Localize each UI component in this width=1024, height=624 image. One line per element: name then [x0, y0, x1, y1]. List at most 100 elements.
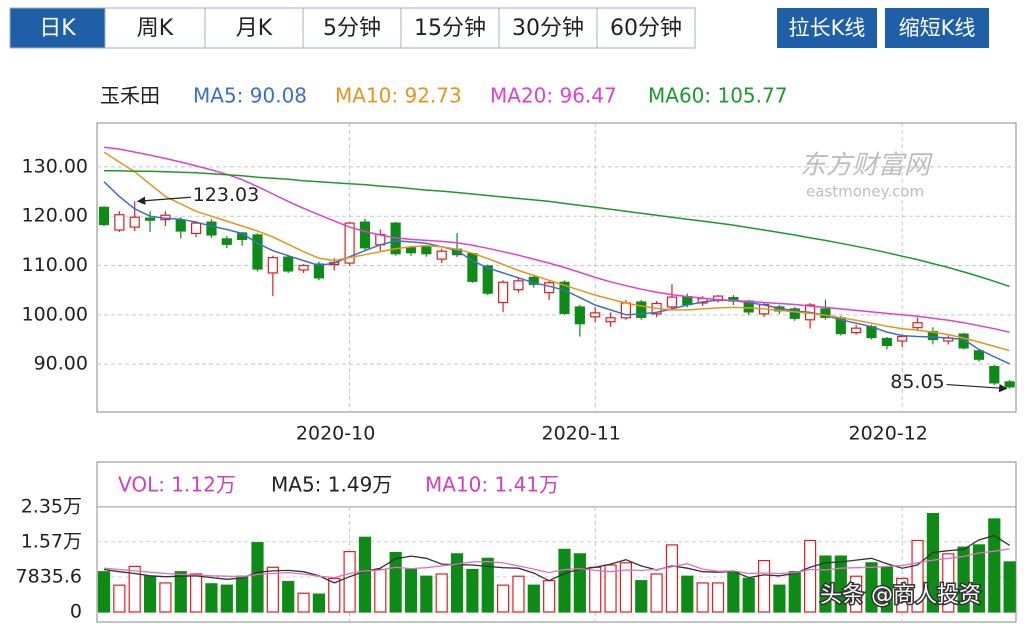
legend-entry: MA10: 92.73: [335, 84, 462, 108]
volume-bar: [1003, 561, 1016, 613]
annotation: 123.03: [193, 184, 259, 206]
volume-bar: [665, 544, 679, 613]
volume-bar: [711, 582, 725, 613]
candle-body: [221, 238, 232, 245]
tab-label: 5分钟: [323, 16, 381, 41]
volume-bar: [942, 553, 955, 613]
tab-label: 60分钟: [610, 16, 682, 41]
x-tick-label: 2020-12: [849, 423, 928, 445]
tab-box: [204, 7, 304, 49]
annotation-arrow: [946, 383, 1008, 393]
x-tick-label: 2020-10: [296, 423, 375, 445]
volume-bar: [865, 562, 878, 613]
y-tick-label: 130.00: [22, 155, 88, 177]
tab-label: 30分钟: [512, 16, 584, 41]
volume-bar: [174, 571, 187, 613]
volume-bar: [896, 577, 909, 613]
zoom-button[interactable]: 拉长K线: [777, 8, 877, 48]
ma-line: [103, 181, 1010, 365]
y-tick-label: 0: [70, 601, 82, 623]
candle-body: [175, 219, 186, 232]
candle-body: [820, 308, 831, 318]
ma-line: [103, 146, 1010, 334]
volume-bar: [236, 575, 249, 613]
ma-line: [103, 151, 1010, 352]
candle-body: [98, 206, 110, 226]
candle-body: [421, 246, 432, 255]
candle-body: [129, 216, 140, 228]
volume-bar: [481, 557, 494, 613]
candle-body: [144, 217, 156, 221]
candle-body: [897, 335, 908, 342]
candle-body: [620, 302, 632, 319]
period-tab[interactable]: 5分钟: [302, 7, 402, 49]
volume-bar: [97, 571, 111, 613]
y-tick-label: 100.00: [22, 303, 88, 325]
candle-body: [313, 263, 324, 279]
price-frame: [96, 122, 1017, 413]
volume-bar: [251, 542, 264, 613]
period-tab[interactable]: 15分钟: [400, 7, 500, 49]
button-label: 拉长K线: [789, 16, 866, 40]
volume-bar: [404, 568, 418, 613]
candle-body: [590, 312, 601, 318]
tab-box: [498, 7, 598, 49]
volume-bar: [803, 539, 817, 613]
button-box: [885, 8, 989, 48]
volume-bar: [681, 575, 694, 613]
period-tab[interactable]: 周K: [104, 7, 206, 49]
period-tab[interactable]: 30分钟: [498, 7, 598, 49]
candle-body: [682, 295, 693, 306]
volume-bar: [757, 559, 771, 613]
candle-body: [789, 308, 800, 319]
volume-bar: [972, 544, 986, 613]
volume-bar: [450, 553, 464, 613]
period-tab[interactable]: 月K: [204, 7, 304, 49]
volume-bar: [742, 577, 755, 613]
candle-body: [666, 296, 678, 308]
candle-body: [344, 222, 355, 264]
zoom-button[interactable]: 缩短K线: [885, 8, 989, 48]
ma-line: [104, 170, 1010, 288]
volume-bar: [374, 568, 387, 613]
annotation-arrow: [136, 196, 191, 205]
volume-bar: [589, 566, 602, 613]
tab-box: [596, 7, 696, 49]
volume-bar: [834, 555, 847, 613]
candle-body: [513, 280, 524, 291]
candle-body: [359, 221, 371, 249]
volume-bar: [558, 548, 571, 613]
volume-bar: [880, 566, 893, 613]
volume-bar: [819, 555, 832, 613]
candle-body: [881, 337, 892, 347]
watermark-logo: 东方财富网: [800, 151, 933, 181]
volume-bar: [619, 562, 633, 613]
volume-ma-line: [103, 548, 1010, 579]
button-label: 缩短K线: [899, 16, 976, 40]
volume-bar: [312, 593, 325, 613]
candle-body: [252, 234, 263, 270]
candle-body: [851, 327, 862, 334]
volume-bar: [220, 584, 233, 613]
candle-body: [482, 265, 493, 294]
candle-body: [498, 281, 509, 304]
candle-body: [605, 317, 616, 323]
candle-body: [574, 306, 585, 325]
period-tab[interactable]: 日K: [9, 7, 106, 49]
volume-bar: [773, 584, 786, 613]
candle-body: [1004, 381, 1015, 388]
volume-bar: [527, 584, 540, 613]
tab-box: [400, 7, 500, 49]
period-tab[interactable]: 60分钟: [596, 7, 696, 49]
candle-body: [283, 256, 294, 272]
volume-bar: [358, 536, 372, 613]
y-tick-label: 120.00: [22, 205, 88, 227]
candle-body: [191, 222, 202, 235]
volume-bar: [389, 551, 402, 613]
legend-entry: MA60: 105.77: [648, 84, 787, 108]
candle-body: [206, 221, 217, 236]
candle-body: [636, 301, 647, 318]
y-tick-label: 90.00: [34, 353, 88, 375]
